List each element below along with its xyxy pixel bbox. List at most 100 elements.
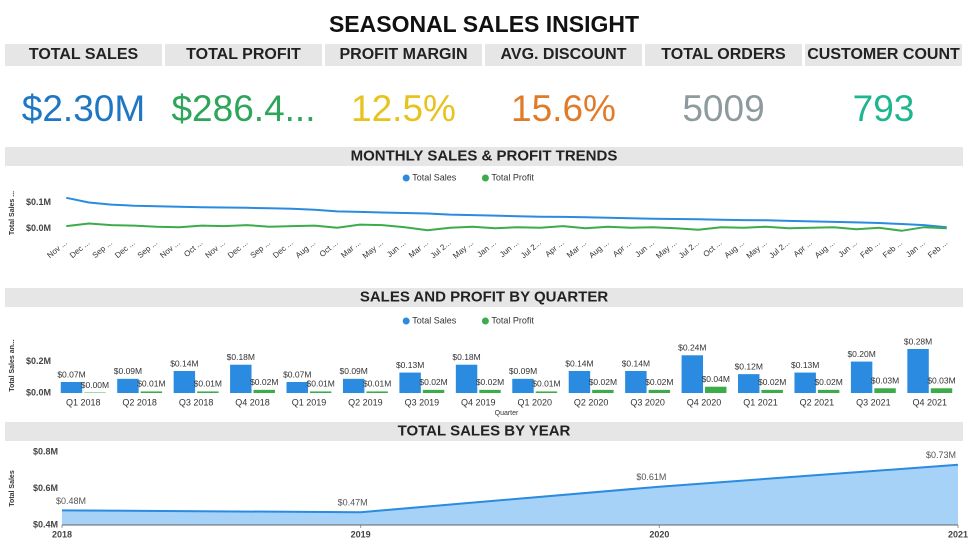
data-label: $0.13M [396, 360, 424, 370]
bar [117, 378, 139, 393]
chart-title: MONTHLY SALES & PROFIT TRENDS [351, 147, 618, 164]
bar [197, 391, 219, 393]
series-line [66, 222, 947, 232]
bar [930, 388, 953, 393]
x-tick-label: Q4 2020 [687, 397, 722, 407]
y-axis-title: Total Sales ... [9, 191, 16, 235]
section-strip [5, 422, 963, 441]
x-tick-label: Q1 2019 [292, 397, 327, 407]
y-axis-title: Total Sales an... [9, 339, 16, 391]
area-line [61, 463, 959, 514]
bar [366, 391, 388, 393]
x-tick-label: 2018 [52, 529, 72, 539]
bar [422, 389, 445, 393]
x-tick-label: Q2 2019 [348, 397, 383, 407]
data-label: $0.01M [307, 379, 335, 389]
bar [761, 389, 783, 393]
data-label: $0.01M [532, 379, 560, 389]
kpi-label: AVG. DISCOUNT [501, 46, 627, 63]
x-tick-label: Q3 2020 [630, 397, 665, 407]
x-tick-label: Q3 2021 [856, 397, 891, 407]
area-fill [62, 464, 958, 525]
kpi-header [325, 44, 482, 66]
bar [253, 389, 275, 393]
kpi-header [165, 44, 322, 66]
x-tick-label: Q1 2018 [66, 397, 101, 407]
bar [681, 355, 704, 393]
section-strip [5, 288, 963, 307]
data-label: $0.47M [338, 498, 368, 508]
kpi-label: TOTAL ORDERS [661, 46, 786, 63]
kpi-header [805, 44, 962, 66]
x-tick-label: 2019 [351, 529, 371, 539]
data-label: $0.02M [589, 377, 617, 387]
y-tick-label: $0.4M [33, 519, 58, 529]
x-tick-label: Q4 2021 [913, 397, 948, 407]
section-strip [5, 147, 963, 166]
kpi-label: TOTAL PROFIT [186, 46, 301, 63]
x-tick-label: Q2 2018 [122, 397, 157, 407]
bar [140, 391, 163, 393]
x-tick-label: 2020 [649, 529, 669, 539]
bar [309, 391, 332, 393]
bar [705, 386, 727, 393]
bar [479, 389, 501, 393]
x-tick-label: Q3 2019 [405, 397, 440, 407]
bar [592, 389, 614, 393]
kpi-value: $286.4... [171, 88, 315, 129]
x-tick-label: Q2 2020 [574, 397, 609, 407]
legend-label: Total Sales [412, 315, 457, 325]
data-label: $0.28M [904, 336, 932, 346]
legend-label: Total Profit [491, 172, 534, 182]
kpi-value: 793 [853, 88, 915, 129]
data-label: $0.09M [114, 366, 142, 376]
bar [512, 378, 534, 393]
data-label: $0.02M [645, 377, 673, 387]
kpi-header [645, 44, 802, 66]
y-tick-label: $0.6M [33, 483, 58, 493]
legend-label: Total Sales [412, 172, 457, 182]
chart-title: SALES AND PROFIT BY QUARTER [360, 288, 609, 305]
legend-swatch [481, 174, 489, 182]
data-label: $0.02M [419, 377, 447, 387]
x-tick-label: Q1 2021 [743, 397, 778, 407]
bar [794, 372, 816, 393]
data-label: $0.61M [636, 472, 666, 482]
legend-label: Total Profit [491, 315, 534, 325]
data-label: $0.02M [250, 377, 278, 387]
data-label: $0.14M [622, 358, 650, 368]
data-label: $0.01M [137, 379, 165, 389]
legend-swatch [402, 317, 410, 325]
data-label: $0.48M [56, 496, 86, 506]
kpi-header [485, 44, 642, 66]
data-label: $0.02M [476, 377, 504, 387]
x-tick-label: Q4 2019 [461, 397, 496, 407]
x-tick-label: Q3 2018 [179, 397, 214, 407]
bar [60, 382, 83, 393]
data-label: $0.01M [363, 379, 391, 389]
x-tick-label: Q4 2018 [235, 397, 270, 407]
legend-swatch [402, 174, 410, 182]
data-label: $0.24M [678, 343, 706, 353]
data-label: $0.01M [194, 379, 222, 389]
data-label: $0.00M [81, 380, 109, 390]
data-label: $0.14M [565, 358, 593, 368]
bar [455, 364, 478, 393]
bar [625, 371, 647, 393]
bar [342, 378, 365, 393]
data-label: $0.03M [871, 376, 899, 386]
bar [173, 371, 196, 393]
data-label: $0.73M [926, 450, 956, 460]
y-tick-label: $0.8M [33, 446, 58, 456]
bar [648, 389, 671, 393]
x-tick-label: Q1 2020 [517, 397, 552, 407]
data-label: $0.13M [791, 360, 819, 370]
kpi-label: TOTAL SALES [29, 46, 139, 63]
data-label: $0.07M [57, 369, 85, 379]
bar [850, 361, 873, 393]
chart-title: TOTAL SALES BY YEAR [398, 422, 571, 439]
y-tick-label: $0.2M [26, 356, 51, 366]
kpi-value: $2.30M [22, 88, 145, 129]
